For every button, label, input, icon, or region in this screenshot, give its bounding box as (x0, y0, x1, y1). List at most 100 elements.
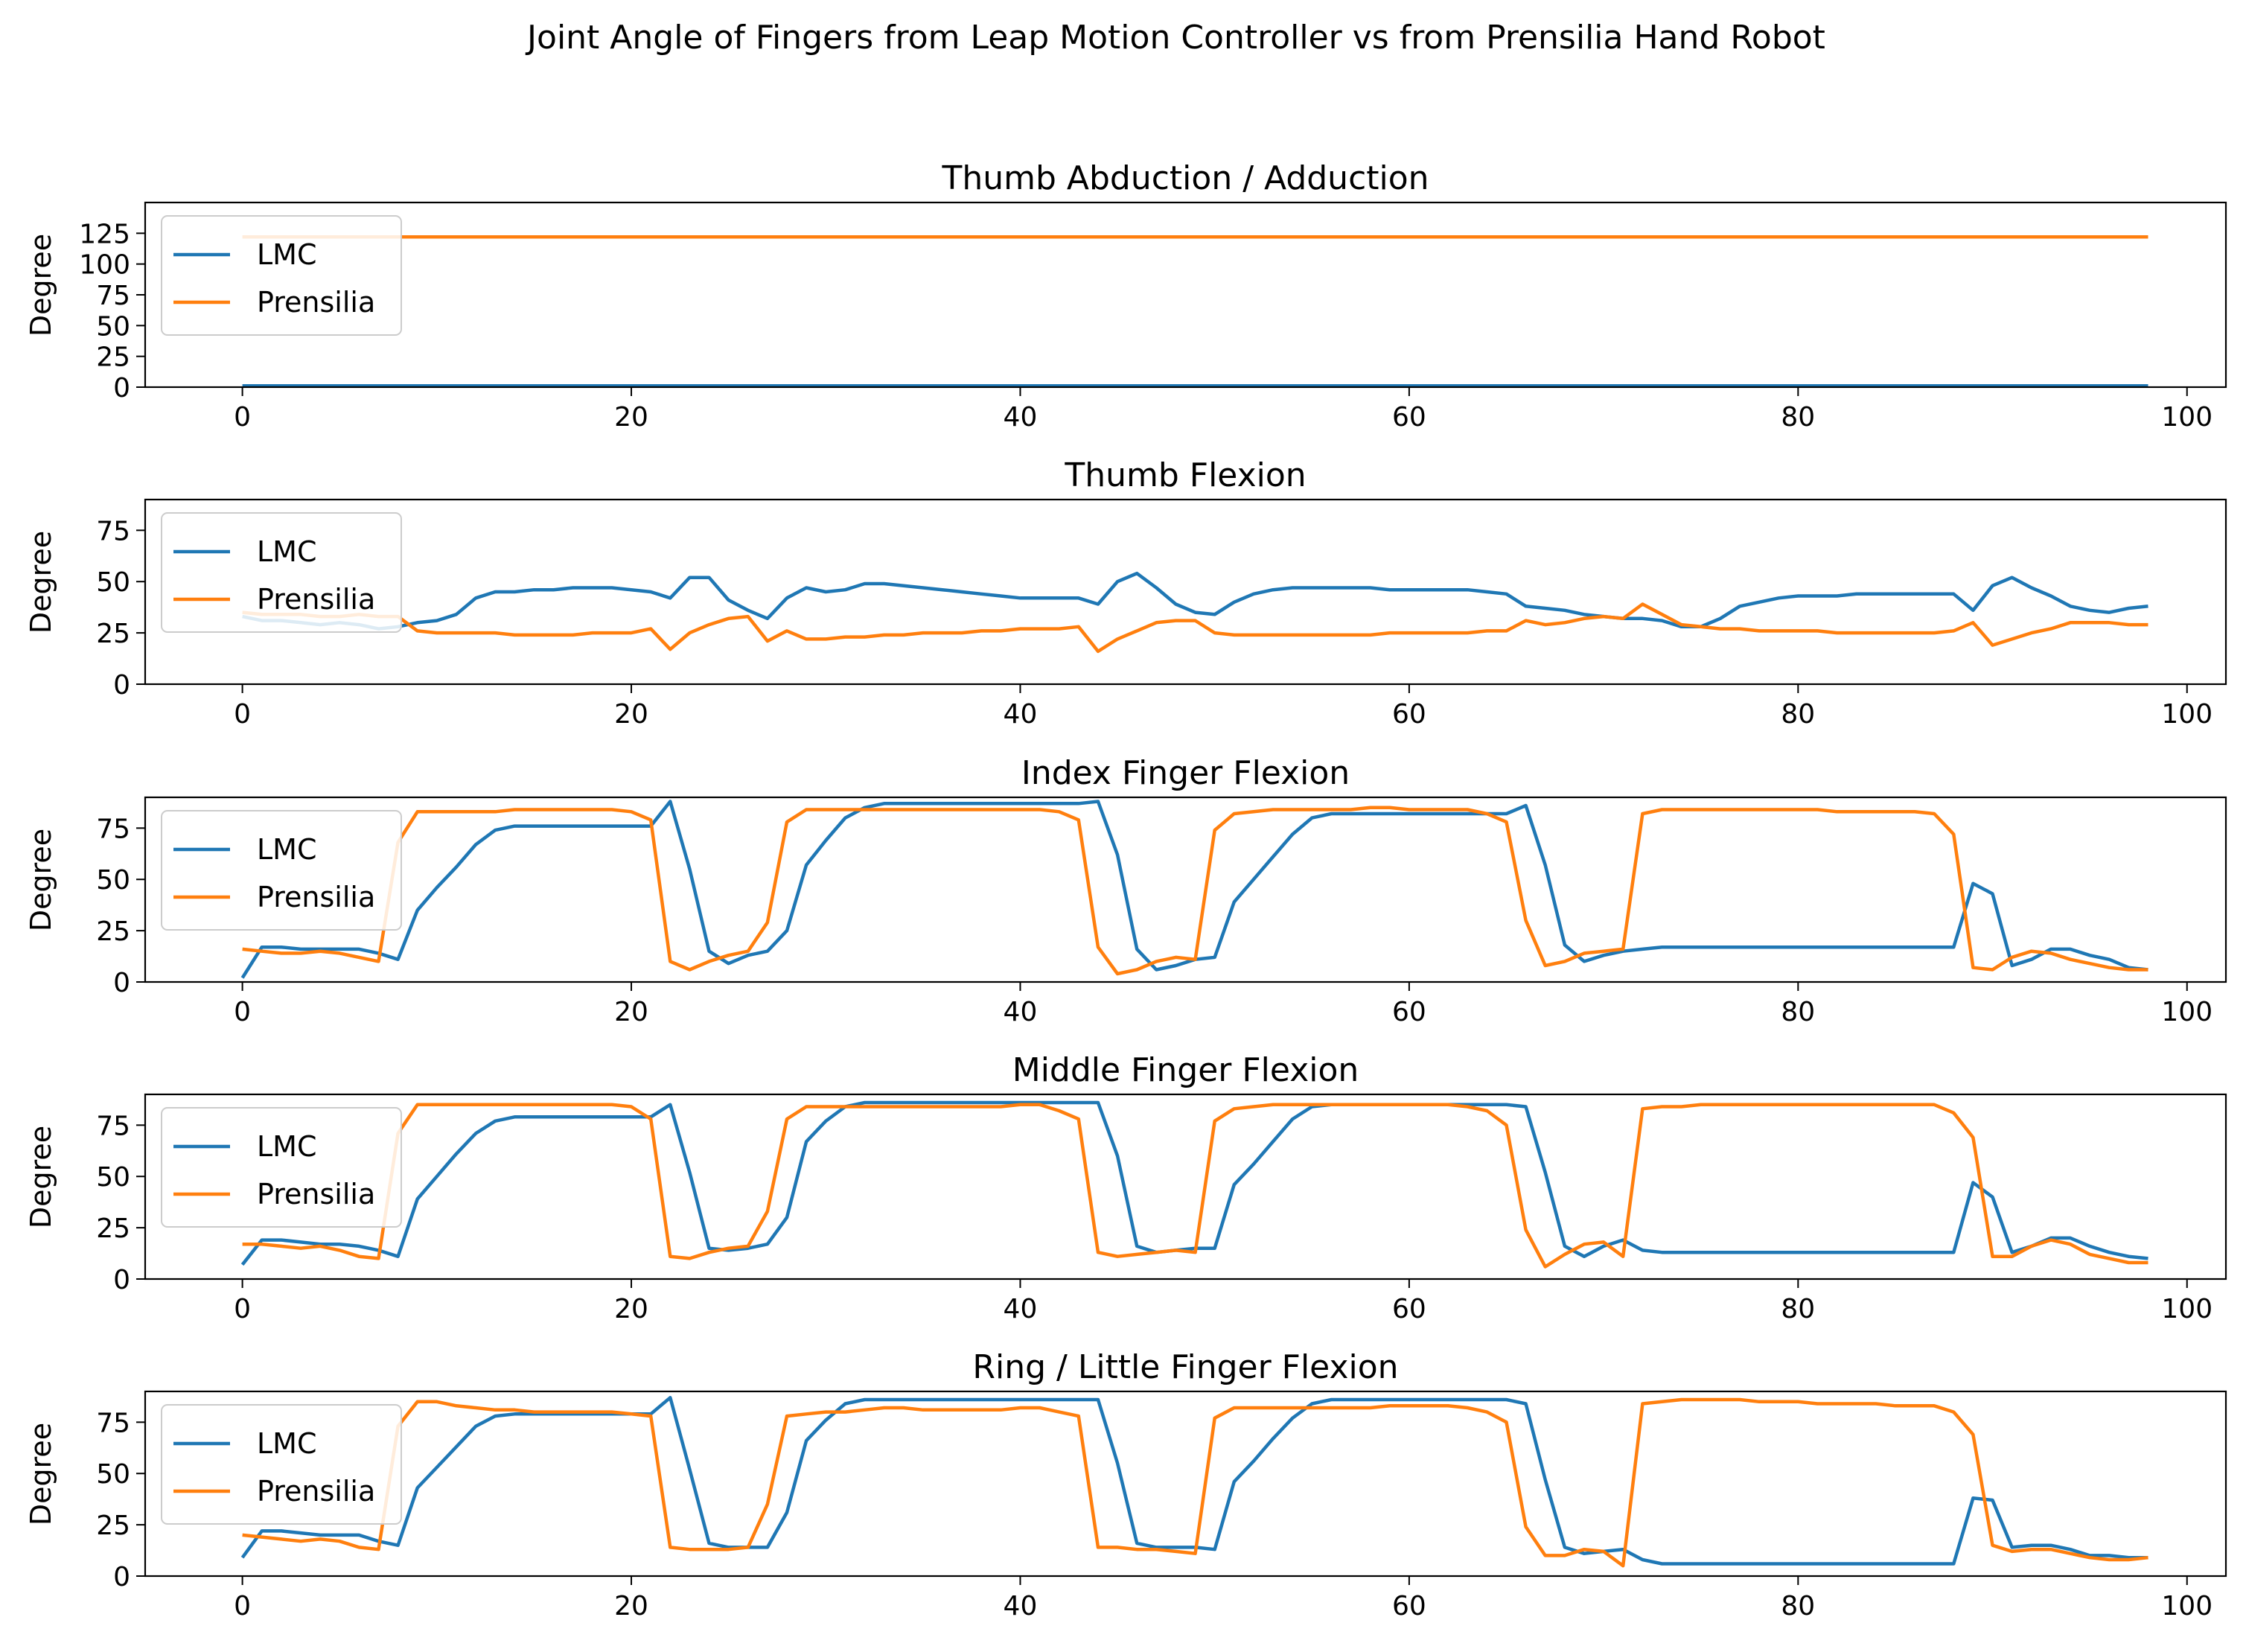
series-line-lmc (240, 1396, 2148, 1566)
legend-box (161, 215, 402, 336)
x-tick-label: 60 (1392, 402, 1426, 433)
panel-title: Thumb Abduction / Adduction (941, 159, 1429, 197)
y-tick-label: 0 (113, 670, 130, 701)
y-tick-label: 0 (113, 373, 130, 404)
x-tick-label: 20 (614, 402, 648, 433)
legend-label-lmc: LMC (257, 1130, 317, 1163)
panel-3: Middle Finger Flexion 0 20 40 60 80 100 0 25 50 75… (25, 1051, 2227, 1324)
x-tick-label: 0 (234, 699, 251, 730)
series-line-prensilia (242, 806, 2148, 976)
y-tick-label: 25 (96, 619, 130, 649)
y-tick-label: 50 (96, 1162, 130, 1193)
axes-frame (144, 498, 2227, 686)
series-line-prensilia (242, 602, 2148, 654)
x-tick-label: 20 (614, 699, 648, 730)
y-axis-label: Degree (25, 234, 57, 337)
x-tick-label: 0 (234, 402, 251, 433)
y-tick-label: 50 (96, 865, 130, 896)
panel-2: Index Finger Flexion 0 20 40 60 80 100 0 25 50 75 D… (25, 754, 2227, 1027)
x-tick-label: 60 (1392, 1294, 1426, 1324)
y-tick-label: 75 (96, 1111, 130, 1141)
y-tick-label: 25 (96, 1511, 130, 1541)
panel-1: Thumb Flexion 0 20 40 60 80 100 0 25 50 75 Degree LM… (25, 456, 2227, 730)
x-tick-label: 0 (234, 1591, 251, 1621)
legend-label-lmc: LMC (257, 1427, 317, 1460)
y-tick-label: 100 (79, 250, 130, 281)
legend-label-prensilia: Prensilia (257, 1178, 375, 1211)
x-tick-label: 60 (1392, 699, 1426, 730)
x-tick-label: 40 (1004, 402, 1038, 433)
legend-box (161, 1404, 402, 1525)
panel-0: Thumb Abduction / Adduction 0 20 40 60 80 100 0… (25, 159, 2227, 433)
axes-frame (144, 1093, 2227, 1281)
series-line-lmc (240, 1100, 2148, 1266)
series-line-prensilia (242, 1397, 2148, 1568)
y-tick-label: 50 (96, 1459, 130, 1490)
y-tick-label: 75 (96, 814, 130, 844)
x-tick-label: 100 (2161, 1591, 2212, 1621)
legend-label-prensilia: Prensilia (257, 1475, 375, 1508)
panel-title: Ring / Little Finger Flexion (972, 1348, 1398, 1386)
y-axis-label: Degree (25, 829, 57, 931)
x-tick-label: 80 (1781, 402, 1815, 433)
x-tick-label: 80 (1781, 1591, 1815, 1621)
legend-box (161, 512, 402, 633)
legend-label-prensilia: Prensilia (257, 286, 375, 319)
x-tick-label: 80 (1781, 1294, 1815, 1324)
series-line-prensilia (242, 1103, 2148, 1269)
x-tick-label: 40 (1004, 699, 1038, 730)
legend-label-lmc: LMC (257, 535, 317, 568)
x-tick-label: 20 (614, 1591, 648, 1621)
x-tick-label: 40 (1004, 1294, 1038, 1324)
panel-title: Index Finger Flexion (1021, 754, 1350, 792)
x-tick-label: 100 (2161, 402, 2212, 433)
y-tick-label: 125 (79, 219, 130, 249)
y-tick-label: 75 (96, 281, 130, 311)
panel-title: Thumb Flexion (1064, 456, 1306, 494)
y-tick-label: 75 (96, 516, 130, 546)
y-tick-label: 50 (96, 567, 130, 598)
x-tick-label: 60 (1392, 1591, 1426, 1621)
y-tick-label: 75 (96, 1408, 130, 1438)
axes-frame (144, 1390, 2227, 1578)
legend: LMC Prensilia (161, 215, 402, 336)
panel-title: Middle Finger Flexion (1012, 1051, 1359, 1089)
panels: Thumb Abduction / Adduction 0 20 40 60 80 100 0… (25, 159, 2227, 1621)
axes-frame (144, 201, 2227, 389)
axes-frame (144, 796, 2227, 983)
y-tick-label: 0 (113, 1265, 130, 1295)
y-tick-label: 25 (96, 916, 130, 947)
legend: LMC Prensilia (161, 1107, 402, 1228)
legend-label-prensilia: Prensilia (257, 881, 375, 913)
y-tick-label: 0 (113, 1562, 130, 1592)
legend-box (161, 1107, 402, 1228)
x-tick-label: 100 (2161, 997, 2212, 1027)
legend: LMC Prensilia (161, 810, 402, 931)
x-tick-label: 0 (234, 1294, 251, 1324)
x-tick-label: 20 (614, 997, 648, 1027)
legend: LMC Prensilia (161, 512, 402, 633)
legend-label-lmc: LMC (257, 238, 317, 271)
x-tick-label: 80 (1781, 997, 1815, 1027)
y-axis-label: Degree (25, 1126, 57, 1228)
x-tick-label: 100 (2161, 1294, 2212, 1324)
x-tick-label: 60 (1392, 997, 1426, 1027)
x-tick-label: 40 (1004, 1591, 1038, 1621)
x-tick-label: 0 (234, 997, 251, 1027)
x-tick-label: 100 (2161, 699, 2212, 730)
x-tick-label: 80 (1781, 699, 1815, 730)
y-tick-label: 0 (113, 968, 130, 998)
legend-box (161, 810, 402, 931)
legend: LMC Prensilia (161, 1404, 402, 1525)
x-tick-label: 40 (1004, 997, 1038, 1027)
y-axis-label: Degree (25, 1423, 57, 1525)
y-tick-label: 50 (96, 311, 130, 342)
legend-label-prensilia: Prensilia (257, 583, 375, 616)
y-tick-label: 25 (96, 342, 130, 373)
series-line-lmc (242, 571, 2148, 631)
legend-label-lmc: LMC (257, 833, 317, 866)
y-axis-label: Degree (25, 531, 57, 634)
y-tick-label: 25 (96, 1214, 130, 1244)
figure-title: Joint Angle of Fingers from Leap Motion … (525, 19, 1825, 57)
